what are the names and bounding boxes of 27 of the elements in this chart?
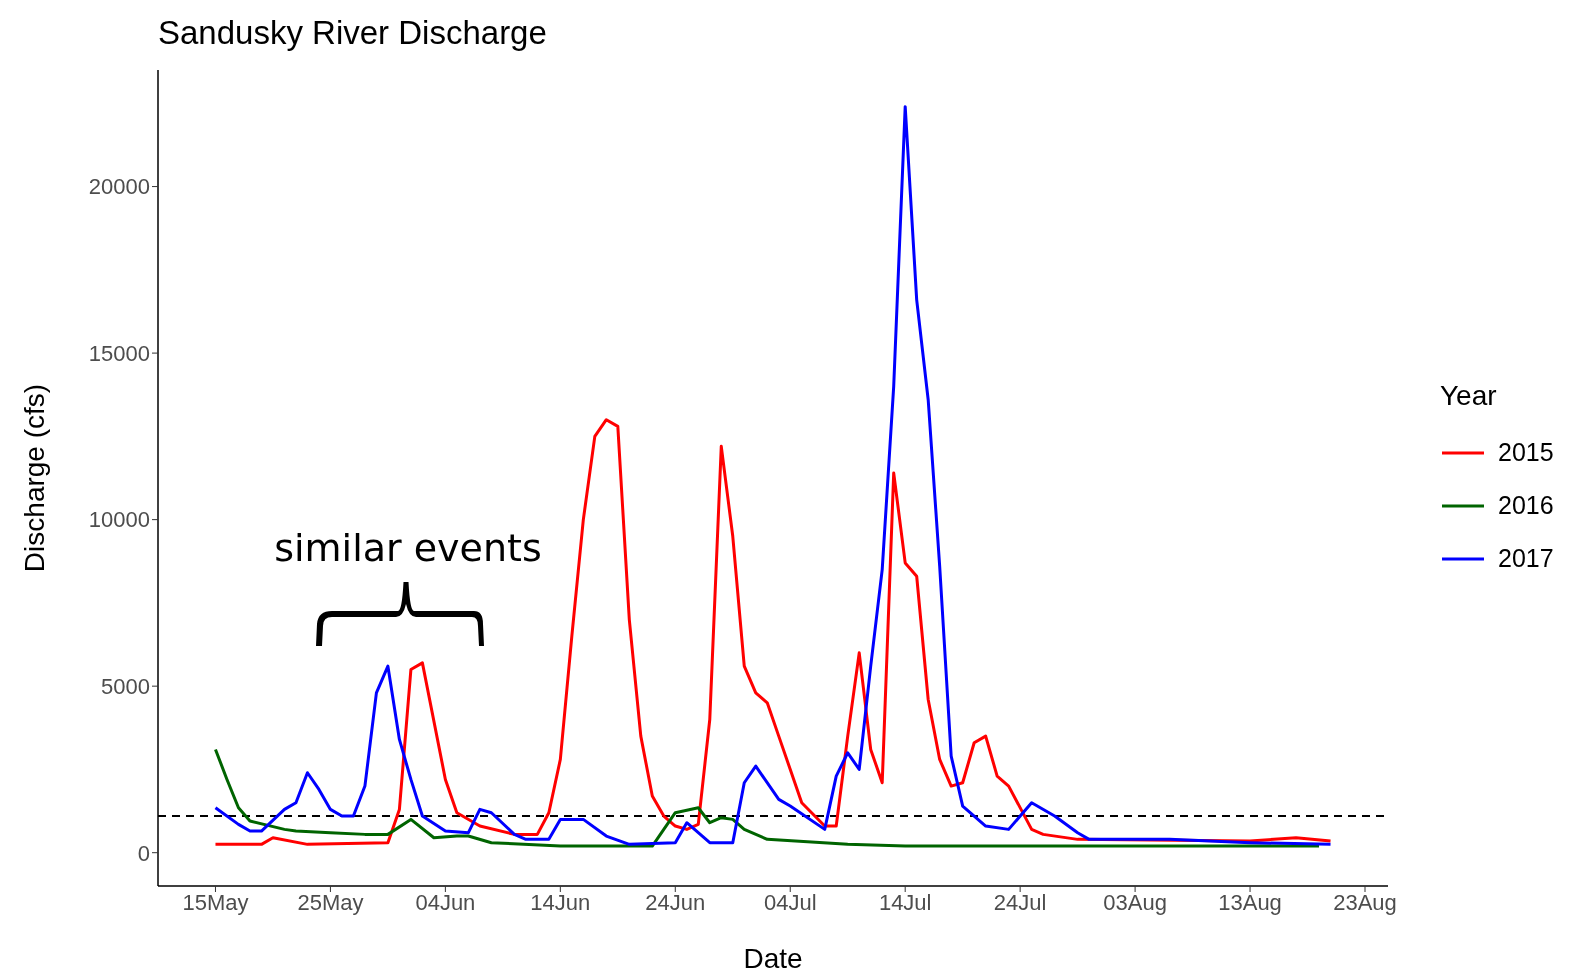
x-tick-label: 04Jul xyxy=(763,889,817,915)
y-axis-title: Discharge (cfs) xyxy=(18,383,50,573)
x-tick-label: 15May xyxy=(182,889,249,915)
legend-label: 2017 xyxy=(1498,544,1554,573)
x-tick-label: 24Jul xyxy=(993,889,1047,915)
y-tick-label: 5000 xyxy=(101,673,150,699)
y-tick-label: 10000 xyxy=(88,507,150,533)
line-series xyxy=(213,418,1333,846)
annotation: similar events xyxy=(273,526,543,570)
x-tick-label: 04Jun xyxy=(415,889,476,915)
x-tick-label: 03Aug xyxy=(1103,889,1167,915)
y-tick-label: 0 xyxy=(137,840,150,866)
legend-label: 2015 xyxy=(1498,438,1554,467)
legend-title: Year xyxy=(1440,380,1498,412)
x-tick-label: 23Aug xyxy=(1333,889,1397,915)
y-tick-label: 20000 xyxy=(88,174,150,200)
x-axis-title: Date xyxy=(743,943,803,974)
x-tick-label: 14Jun xyxy=(530,889,591,915)
x-tick-label: 14Jul xyxy=(878,889,932,915)
x-tick-label: 13Aug xyxy=(1218,889,1282,915)
x-tick-label: 25May xyxy=(297,889,364,915)
line-series xyxy=(213,105,1333,846)
x-tick-label: 24Jun xyxy=(645,889,706,915)
y-tick-label: 15000 xyxy=(88,340,150,366)
legend-label: 2016 xyxy=(1498,491,1554,520)
line-series xyxy=(213,747,1321,848)
chart-title: Sandusky River Discharge xyxy=(158,14,547,52)
